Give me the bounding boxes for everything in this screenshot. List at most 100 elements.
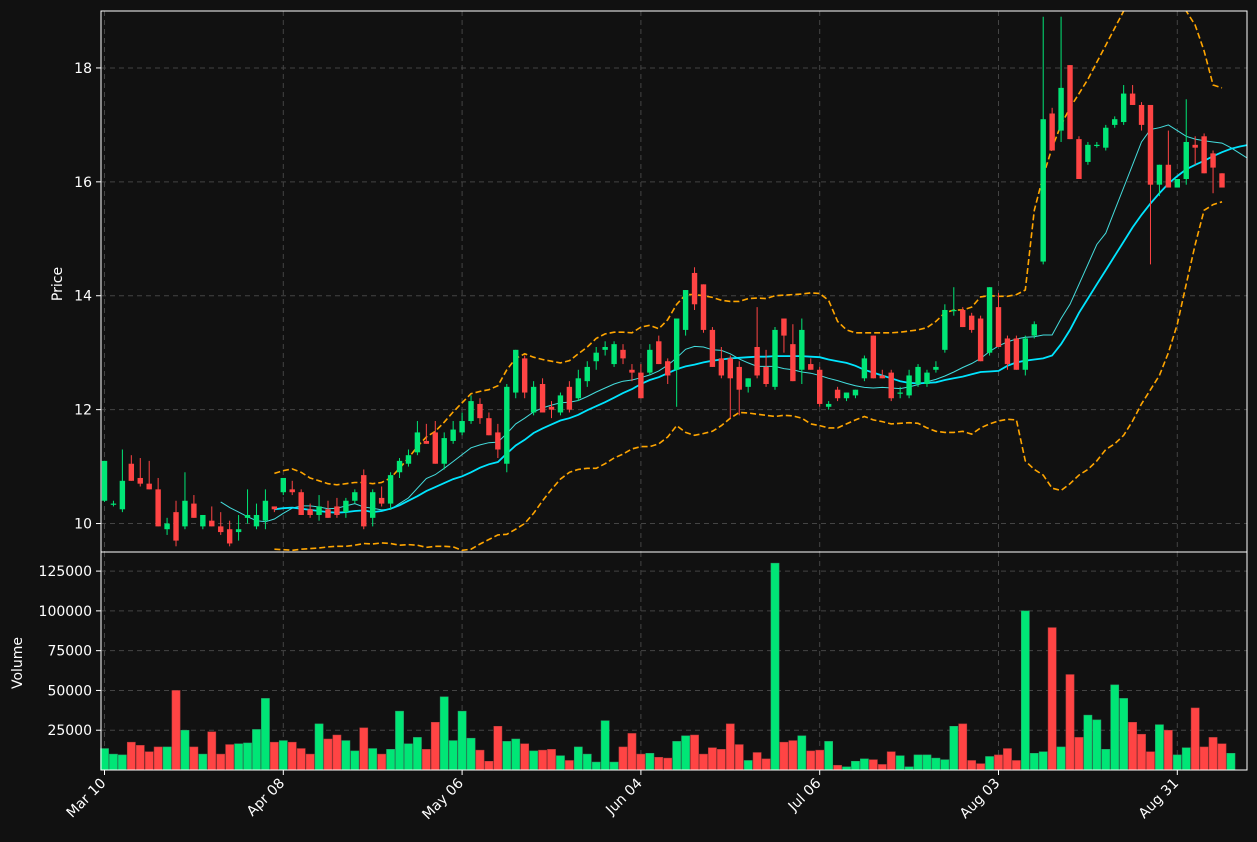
candle-up (924, 372, 930, 385)
candle-down (1219, 173, 1225, 188)
volume-bar-up (645, 753, 655, 771)
candle-down (209, 520, 215, 527)
candle-down (566, 386, 573, 410)
candle-down (736, 366, 742, 390)
candle-up (352, 492, 358, 501)
band-layer (274, 11, 1223, 552)
candle-down (718, 358, 725, 376)
volume-bar-down (1003, 748, 1012, 771)
candle-down (781, 318, 787, 336)
candle-layer (101, 16, 1225, 547)
volume-bar-up (100, 748, 109, 771)
volume-bar-down (1164, 729, 1173, 771)
volume-bar-down (287, 741, 297, 771)
volume-tick-label: 50000 (47, 683, 92, 699)
volume-bar-down (1128, 722, 1137, 771)
volume-bar-down (690, 734, 699, 771)
volume-bar-up (1181, 747, 1191, 771)
volume-bar-up (1226, 753, 1236, 771)
candle-up (280, 477, 286, 493)
candle-up (861, 358, 868, 379)
volume-bar-down (779, 741, 789, 771)
candle-up (441, 438, 447, 464)
volume-bar-up (591, 761, 601, 771)
volume-bar-up (1172, 754, 1182, 771)
candle-up (468, 401, 474, 422)
volume-tick-label: 125000 (39, 564, 92, 580)
candle-down (137, 477, 143, 484)
volume-bar-up (600, 720, 610, 771)
volume-bar-down (734, 744, 744, 771)
price-tick-label: 12 (74, 403, 92, 419)
candle-up (933, 366, 939, 370)
candle-up (1031, 324, 1037, 336)
candle-down (656, 341, 662, 365)
candle-down (271, 506, 278, 510)
volume-bar-up (314, 723, 324, 771)
candle-up (1183, 141, 1189, 179)
volume-bar-down (636, 753, 646, 771)
candle-down (128, 463, 135, 481)
volume-bar-down (216, 753, 226, 771)
volume-tick-label: 75000 (47, 644, 92, 660)
volume-bar-down (1074, 737, 1084, 771)
volume-bar-down (171, 690, 181, 771)
candle-down (173, 512, 179, 541)
candle-down (539, 384, 546, 413)
volume-bar-up (448, 740, 458, 771)
candle-down (289, 489, 295, 493)
candle-down (1049, 113, 1055, 151)
volume-bar-down (1047, 627, 1057, 771)
candle-up (200, 514, 206, 527)
volume-bar-up (439, 696, 449, 771)
candle-up (343, 500, 349, 513)
candle-down (834, 389, 841, 399)
volume-axis-title: Volume (10, 637, 26, 689)
volume-bar-up (529, 750, 538, 771)
volume-bar-down (699, 753, 708, 771)
candle-up (450, 429, 456, 441)
volume-bar-down (520, 743, 530, 771)
volume-bar-up (556, 755, 565, 771)
volume-bar-down (126, 741, 136, 771)
candle-up (951, 309, 957, 312)
candle-up (110, 503, 117, 505)
candle-down (155, 489, 161, 527)
volume-bar-down (1199, 746, 1209, 771)
volume-bar-down (153, 746, 163, 771)
volume-bar-down (833, 764, 842, 771)
volume-bar-down (475, 749, 485, 771)
volume-bar-up (1101, 749, 1111, 771)
volume-bar-up (1092, 719, 1102, 771)
volume-bar-up (395, 710, 404, 771)
volume-bar-down (618, 746, 628, 771)
volume-bar-up (860, 758, 869, 771)
candle-up (244, 514, 251, 518)
candle-up (370, 492, 376, 518)
candle-up (584, 366, 590, 382)
volume-bar-up (895, 755, 905, 771)
candle-down (361, 475, 367, 527)
candle-down (879, 375, 885, 379)
volume-bar-up (582, 753, 592, 771)
volume-bar-down (323, 738, 333, 771)
volume-bar-down (430, 722, 440, 771)
candle-down (808, 364, 814, 370)
volume-bar-down (144, 751, 154, 771)
volume-bar-down (958, 723, 968, 771)
candle-down (691, 272, 698, 305)
candle-up (164, 523, 170, 530)
candle-up (414, 432, 421, 453)
moving-average-layer (220, 124, 1247, 523)
candle-down (1076, 139, 1082, 179)
candle-up (1058, 87, 1064, 131)
volume-tick-label: 100000 (39, 604, 92, 620)
volume-bar-up (180, 729, 190, 771)
candle-down (1067, 65, 1073, 140)
candle-down (709, 329, 716, 367)
volume-bar-down (708, 747, 717, 771)
candle-down (763, 366, 769, 385)
volume-bar-down (815, 749, 825, 771)
